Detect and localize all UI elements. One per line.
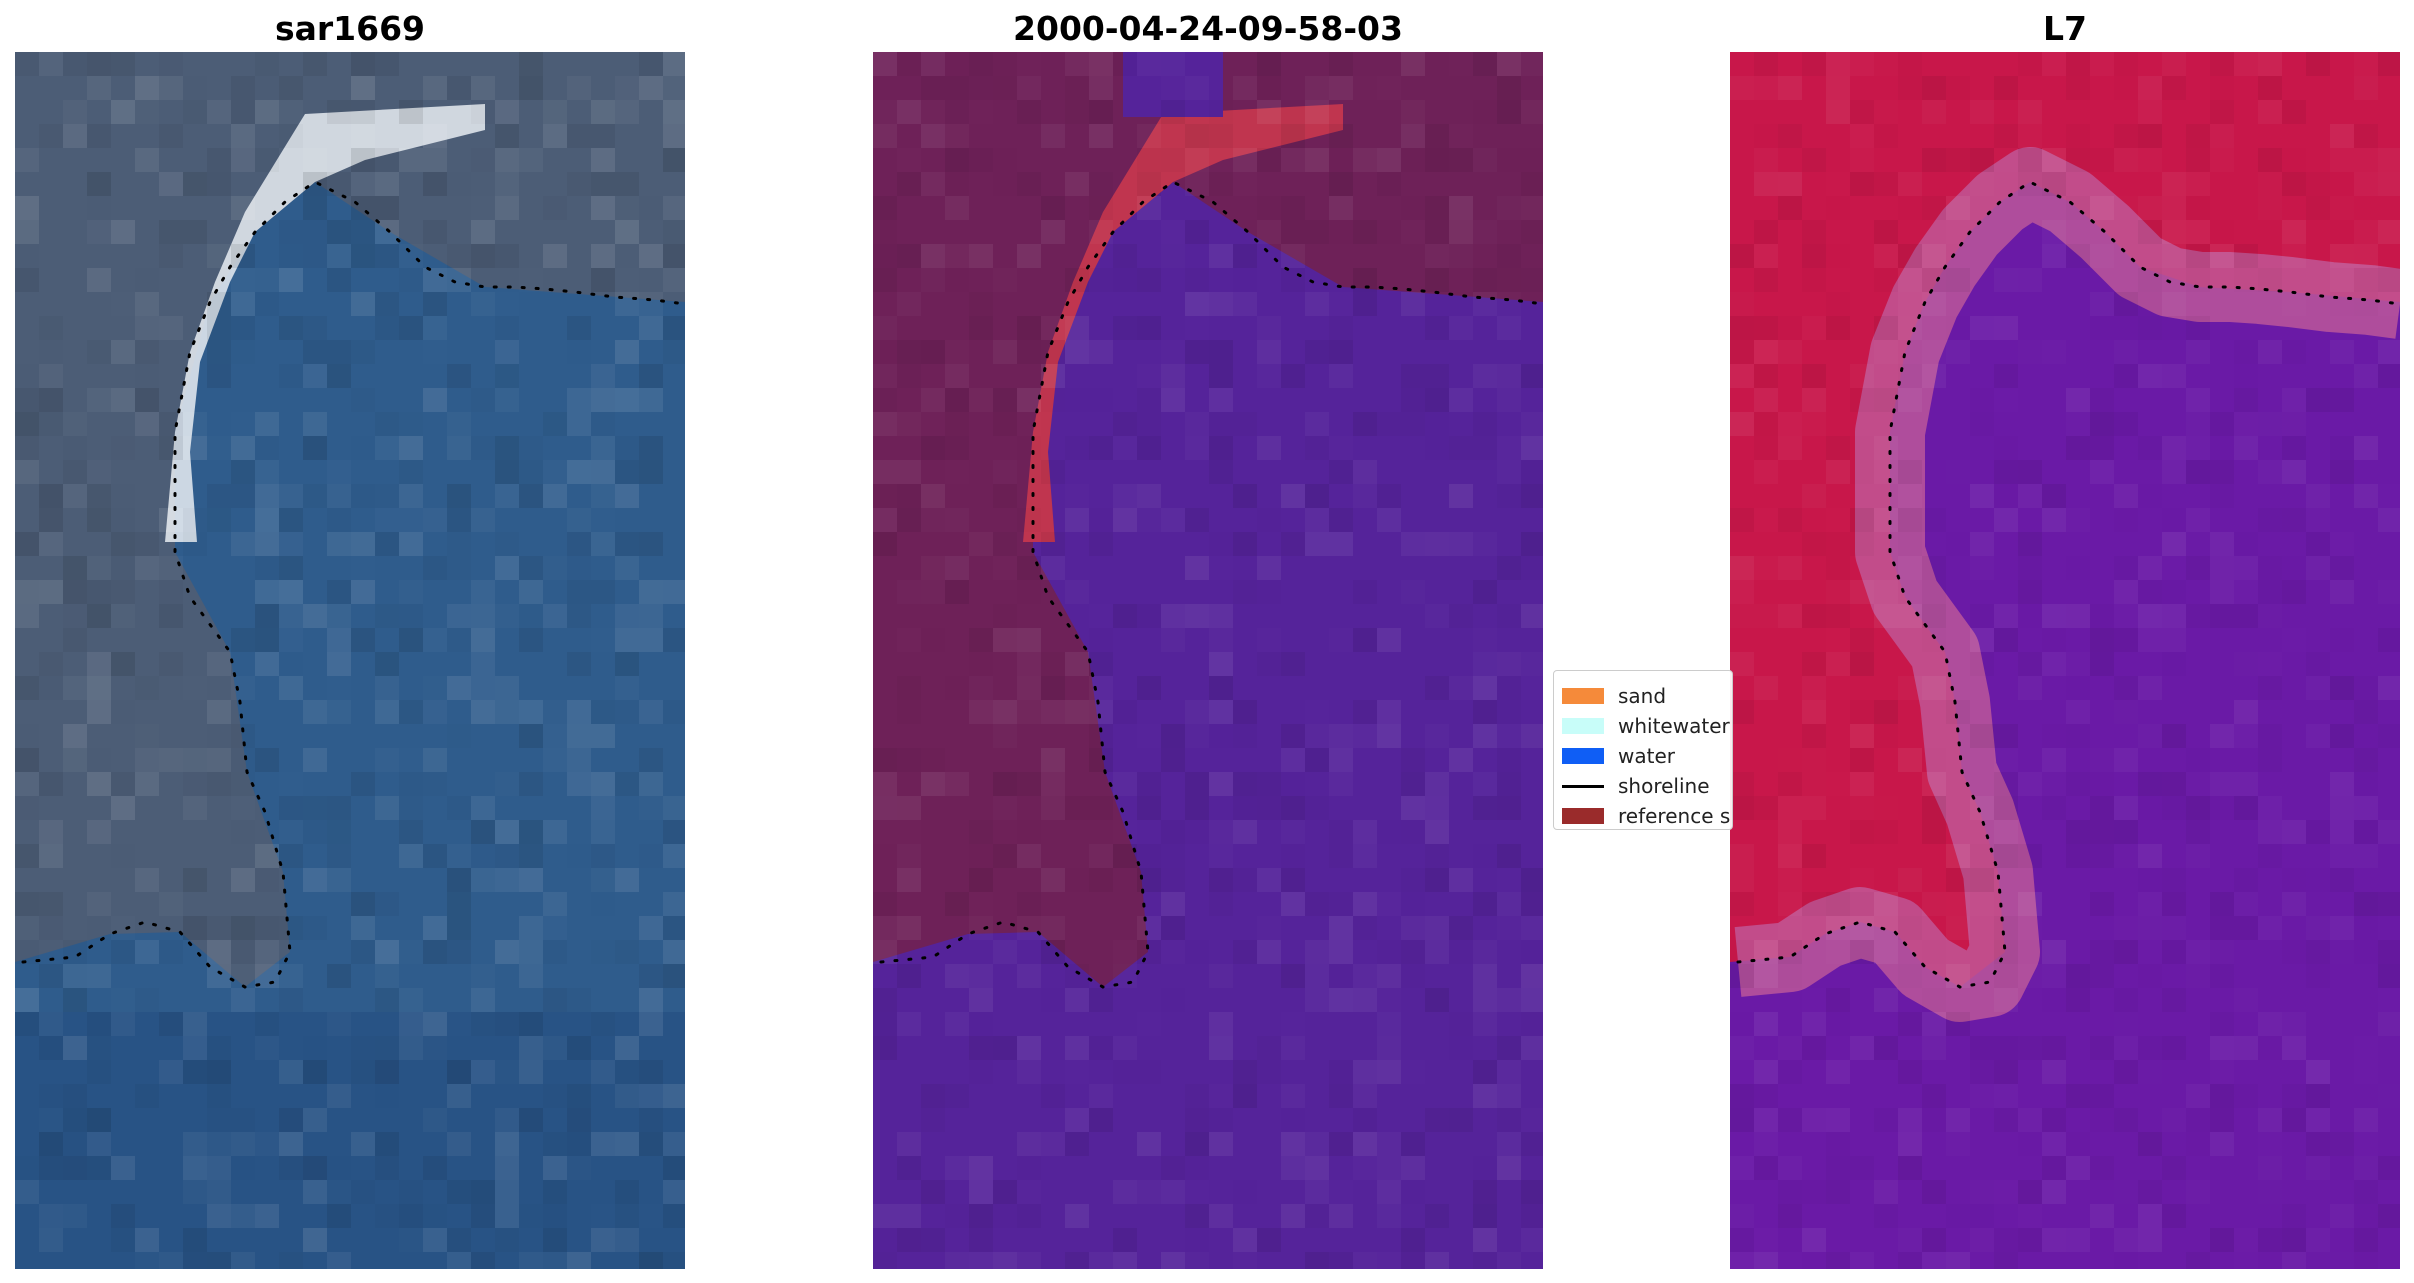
legend-swatch-water xyxy=(1562,748,1604,764)
legend-item-shoreline: shoreline xyxy=(1554,771,1732,801)
legend-item-water: water xyxy=(1554,741,1732,771)
land-area xyxy=(15,52,685,987)
index-image-panel xyxy=(1730,52,2400,1269)
pixel-texture xyxy=(1730,52,2400,1269)
panel-title-rgb: sar1669 xyxy=(274,9,426,48)
panel-title-index: L7 xyxy=(2043,9,2087,48)
legend-label-sand: sand xyxy=(1618,684,1667,708)
legend-line-shoreline xyxy=(1562,784,1604,788)
water-patch xyxy=(1123,52,1223,117)
legend-item-sand: sand xyxy=(1554,681,1732,711)
legend-item-whitewater: whitewater xyxy=(1554,711,1732,741)
land-class xyxy=(873,52,1543,987)
pixel-texture xyxy=(873,52,1543,1269)
classified-image xyxy=(873,52,1543,1269)
legend-swatch-reference-shoreline xyxy=(1562,808,1604,824)
legend-swatch-whitewater xyxy=(1562,718,1604,734)
legend-label-shoreline: shoreline xyxy=(1618,774,1710,798)
classified-image-panel xyxy=(873,52,1543,1269)
rgb-image xyxy=(15,52,685,1269)
panel-title-classified: 2000-04-24-09-58-03 xyxy=(1013,9,1403,48)
index-image xyxy=(1730,52,2400,1269)
legend-label-water: water xyxy=(1618,744,1675,768)
deep-water xyxy=(15,1012,685,1269)
legend: sand whitewater water shoreline referenc… xyxy=(1553,670,1733,830)
sand-class xyxy=(1023,104,1343,542)
legend-label-reference-shoreline: reference shoreline xyxy=(1618,804,1732,828)
legend-label-whitewater: whitewater xyxy=(1618,714,1730,738)
rgb-image-panel xyxy=(15,52,685,1269)
transition-band xyxy=(1734,147,2400,1022)
legend-item-reference-shoreline: reference shoreline xyxy=(1554,801,1732,829)
pixel-texture xyxy=(15,52,685,1269)
whitewater-band xyxy=(165,104,485,542)
legend-swatch-sand xyxy=(1562,688,1604,704)
